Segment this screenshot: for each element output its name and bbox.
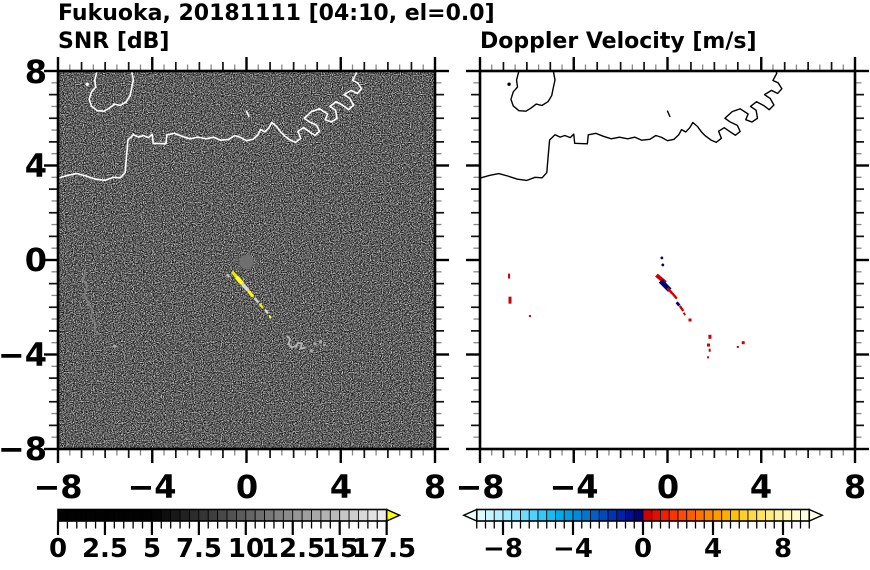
snr-cb-label-0: 0 bbox=[48, 534, 68, 564]
snr-echo-plume bbox=[241, 283, 250, 292]
snr-axes bbox=[44, 57, 449, 463]
snr-echo-plume bbox=[235, 275, 244, 285]
velocity-streak bbox=[678, 305, 685, 312]
snr-x-label-0: 0 bbox=[235, 468, 259, 506]
snr-x-label-m4: −4 bbox=[127, 468, 177, 506]
vel-x-label-m8: −8 bbox=[455, 468, 505, 506]
velocity-speck bbox=[508, 273, 511, 279]
vel-x-label-4: 4 bbox=[749, 468, 773, 506]
vel-over-arrow bbox=[808, 508, 824, 523]
vel-x-label-0: 0 bbox=[656, 468, 680, 506]
velocity-streak bbox=[682, 312, 686, 316]
snr-over-arrow bbox=[385, 508, 402, 523]
snr-x-label-8: 8 bbox=[423, 468, 447, 506]
snr-echo-plume bbox=[247, 290, 254, 298]
velocity-speck bbox=[708, 348, 711, 352]
velocity-axes bbox=[466, 57, 869, 463]
vel-cb-label-m8: −8 bbox=[483, 534, 523, 564]
radar-site-dot bbox=[239, 254, 254, 270]
velocity-streak bbox=[666, 287, 674, 295]
snr-weak-echo-west bbox=[81, 270, 101, 336]
vel-under-arrow bbox=[462, 508, 478, 523]
velocity-speck bbox=[707, 343, 711, 347]
y-axis-label-m8: −8 bbox=[0, 430, 47, 468]
velocity-speck bbox=[528, 314, 531, 317]
velocity-panel-image bbox=[480, 71, 855, 449]
velocity-colorbar bbox=[462, 508, 824, 535]
coastline bbox=[666, 110, 671, 118]
snr-cb-label-17p5: 17.5 bbox=[351, 534, 417, 564]
snr-echo-plume bbox=[226, 273, 230, 278]
vel-cb-label-8: 8 bbox=[773, 534, 793, 564]
y-axis-label-0: 0 bbox=[24, 241, 47, 279]
snr-subtitle: SNR [dB] bbox=[58, 29, 170, 54]
vel-cb-label-4: 4 bbox=[703, 534, 723, 564]
velocity-speck bbox=[736, 345, 739, 348]
coastline bbox=[88, 71, 135, 112]
velocity-subtitle: Doppler Velocity [m/s] bbox=[480, 29, 757, 54]
islet-dot bbox=[85, 82, 89, 86]
coastline bbox=[510, 71, 556, 112]
velocity-speck bbox=[688, 318, 692, 322]
velocity-speck bbox=[708, 334, 712, 339]
snr-cb-label-2p5: 2.5 bbox=[81, 534, 129, 564]
y-axis-label-8: 8 bbox=[24, 53, 47, 91]
snr-cb-label-7p5: 7.5 bbox=[175, 534, 223, 564]
velocity-streak bbox=[671, 292, 678, 300]
snr-cb-label-5: 5 bbox=[142, 534, 162, 564]
vel-cb-label-0: 0 bbox=[633, 534, 653, 564]
y-axis-label-m4: −4 bbox=[0, 336, 47, 374]
coastline bbox=[245, 110, 250, 118]
velocity-speck bbox=[707, 356, 710, 359]
velocity-speck bbox=[508, 296, 512, 304]
snr-cb-label-10: 10 bbox=[227, 534, 265, 564]
snr-panel-image bbox=[58, 71, 435, 449]
snr-cb-label-15: 15 bbox=[321, 534, 359, 564]
snr-clutter-curl bbox=[285, 334, 306, 350]
snr-echo-plume bbox=[253, 297, 259, 303]
figure-title: Fukuoka, 20181111 [04:10, el=0.0] bbox=[58, 1, 495, 26]
vel-x-label-8: 8 bbox=[843, 468, 867, 506]
coastline bbox=[480, 71, 783, 182]
coastline bbox=[58, 71, 363, 182]
vel-x-label-m4: −4 bbox=[549, 468, 599, 506]
snr-x-label-m8: −8 bbox=[33, 468, 83, 506]
snr-echo-plume bbox=[259, 303, 264, 309]
snr-x-label-4: 4 bbox=[329, 468, 353, 506]
snr-echo-plume bbox=[231, 271, 238, 278]
snr-colorbar bbox=[56, 508, 402, 535]
vel-cb-label-m4: −4 bbox=[553, 534, 593, 564]
velocity-streak bbox=[675, 301, 681, 307]
y-axis-label-4: 4 bbox=[24, 147, 47, 185]
snr-cb-label-12p5: 12.5 bbox=[260, 534, 326, 564]
velocity-speck bbox=[741, 341, 745, 345]
snr-echo-plume bbox=[264, 309, 269, 314]
snr-echo-plume bbox=[268, 315, 272, 319]
islet-dot bbox=[507, 82, 511, 86]
